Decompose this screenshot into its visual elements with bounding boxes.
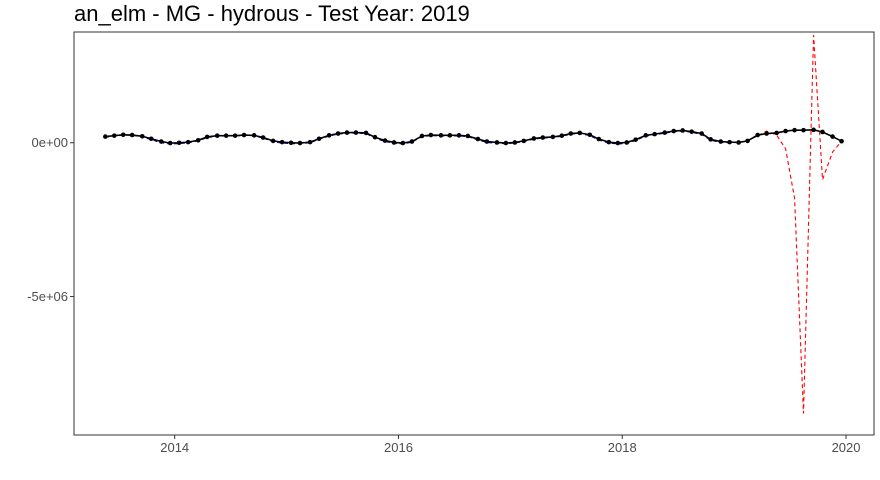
actual-point <box>811 127 816 133</box>
actual-point <box>596 136 602 142</box>
actual-point <box>643 133 649 138</box>
actual-point <box>167 140 173 146</box>
actual-point <box>764 131 769 136</box>
actual-point <box>559 133 565 138</box>
actual-point <box>195 137 201 143</box>
actual-point <box>297 140 303 146</box>
actual-point <box>624 140 630 145</box>
actual-point <box>428 132 434 138</box>
actual-point <box>830 134 835 139</box>
actual-point <box>409 139 415 144</box>
actual-point <box>139 133 145 139</box>
actual-point <box>103 134 108 139</box>
actual-point <box>689 129 694 134</box>
actual-point <box>270 138 276 144</box>
actual-point <box>382 138 388 143</box>
actual-point <box>475 136 481 142</box>
actual-point <box>587 132 593 138</box>
actual-point <box>344 130 350 135</box>
actual-point <box>400 140 406 146</box>
actual-point <box>363 130 369 136</box>
actual-point <box>568 131 574 136</box>
actual-point <box>129 132 135 138</box>
actual-point <box>335 131 341 136</box>
actual-point <box>223 133 229 138</box>
actual-point <box>241 132 247 138</box>
actual-point <box>783 128 788 134</box>
actual-point <box>820 129 825 135</box>
actual-point <box>316 136 322 142</box>
x-tick-label: 2018 <box>608 440 637 455</box>
y-tick-label: -5e+06 <box>27 289 68 304</box>
forecast-series-line <box>738 35 842 414</box>
actual-point <box>214 133 220 138</box>
actual-point <box>662 130 668 135</box>
actual-point <box>839 138 844 144</box>
y-tick-label: 0e+00 <box>31 135 68 150</box>
actual-point <box>353 130 359 135</box>
actual-point <box>185 139 191 145</box>
actual-point <box>633 137 638 142</box>
actual-point <box>279 139 285 145</box>
actual-point <box>615 140 621 146</box>
x-tick-label: 2016 <box>384 440 413 455</box>
actual-point <box>465 133 471 139</box>
actual-point <box>801 127 806 133</box>
actual-point <box>699 131 704 136</box>
actual-point <box>176 140 182 146</box>
actual-point <box>708 137 713 142</box>
actual-point <box>512 140 518 145</box>
actual-point <box>680 128 685 133</box>
actual-point <box>755 132 760 138</box>
actual-point <box>260 135 266 140</box>
actual-point <box>652 131 657 137</box>
actual-point <box>326 133 332 138</box>
actual-point <box>736 140 741 145</box>
chart-title: an_elm - MG - hydrous - Test Year: 2019 <box>74 1 470 26</box>
actual-point <box>718 139 724 144</box>
actual-point <box>531 136 537 141</box>
actual-point <box>494 140 500 145</box>
actual-point <box>148 136 154 142</box>
x-tick-label: 2020 <box>832 440 861 455</box>
actual-point <box>232 133 238 138</box>
actual-point <box>204 134 210 140</box>
actual-point <box>774 130 779 136</box>
actual-point <box>792 127 797 133</box>
actual-point <box>288 140 294 146</box>
actual-point <box>391 140 397 145</box>
actual-point <box>438 133 444 138</box>
actual-point <box>550 134 556 140</box>
actual-point <box>419 133 425 139</box>
plot-panel <box>73 31 875 436</box>
actual-point <box>251 133 257 138</box>
actual-point <box>456 133 462 138</box>
actual-point <box>727 139 732 145</box>
actual-point <box>447 133 453 138</box>
actual-point <box>111 133 117 138</box>
x-tick-label: 2014 <box>160 440 189 455</box>
actual-point <box>307 139 313 145</box>
actual-point <box>540 135 546 140</box>
actual-point <box>158 139 164 144</box>
actual-point <box>577 130 583 136</box>
actual-point <box>484 139 490 144</box>
actual-point <box>503 140 509 146</box>
actual-point <box>745 138 750 144</box>
actual-point <box>372 134 378 140</box>
actual-point <box>120 132 126 138</box>
actual-point <box>671 128 677 134</box>
actual-point <box>606 139 612 145</box>
actual-point <box>521 138 527 144</box>
